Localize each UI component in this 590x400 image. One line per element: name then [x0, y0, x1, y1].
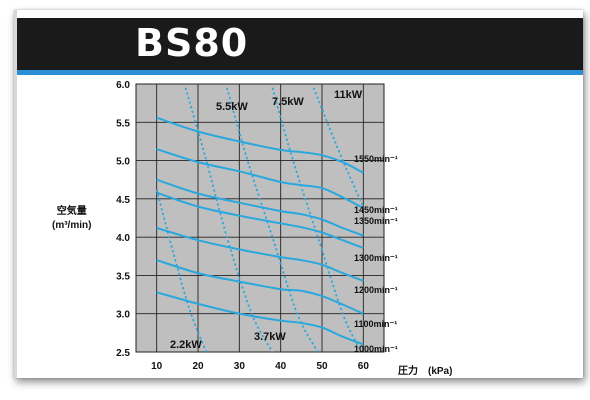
power-line — [184, 87, 274, 353]
y-tick-label: 4.0 — [116, 233, 130, 244]
x-tick-label: 10 — [151, 361, 163, 372]
x-tick-label: 20 — [192, 361, 204, 372]
y-tick-label: 3.0 — [116, 310, 130, 321]
speed-curve — [156, 148, 364, 209]
speed-label: 1550min⁻¹ — [354, 154, 398, 164]
power-label: 2.2kW — [170, 339, 202, 351]
power-label: 3.7kW — [254, 331, 286, 343]
x-tick-label: 60 — [358, 361, 370, 372]
speed-label: 1350min⁻¹ — [354, 216, 398, 226]
x-axis-label: 圧力 (kPa) — [398, 366, 453, 377]
power-line — [271, 87, 361, 349]
power-line — [312, 87, 365, 207]
power-label: 7.5kW — [272, 96, 304, 108]
speed-curve — [156, 227, 364, 282]
speed-curve — [156, 291, 364, 346]
title-banner: BS80 — [17, 18, 583, 75]
y-tick-label: 6.0 — [116, 80, 130, 91]
y-tick-label: 4.5 — [116, 195, 130, 206]
x-tick-label: 30 — [234, 361, 246, 372]
power-line — [226, 87, 319, 353]
speed-label: 1100min⁻¹ — [354, 319, 397, 329]
y-tick-label: 5.0 — [116, 157, 130, 168]
y-axis-label-line2: (m³/min) — [52, 220, 92, 231]
y-axis-label-line1: 空気量 — [56, 206, 87, 217]
chart-title: BS80 — [135, 21, 249, 65]
power-line — [155, 189, 208, 353]
speed-curve — [156, 191, 364, 249]
speed-label: 1000min⁻¹ — [354, 344, 398, 354]
y-tick-label: 2.5 — [116, 348, 130, 359]
x-tick-label: 40 — [275, 361, 287, 372]
y-tick-label: 5.5 — [116, 118, 130, 129]
speed-label: 1450min⁻¹ — [354, 205, 398, 215]
y-tick-label: 3.5 — [116, 271, 130, 282]
speed-label: 1200min⁻¹ — [354, 285, 398, 295]
speed-curve — [156, 178, 364, 237]
power-label: 5.5kW — [216, 101, 248, 113]
speed-label: 1300min⁻¹ — [354, 253, 398, 263]
power-label: 11kW — [334, 89, 363, 101]
speed-curve — [156, 116, 364, 174]
x-tick-label: 50 — [316, 361, 328, 372]
speed-curve — [156, 259, 364, 315]
y-axis-label: 空気量 (m³/min) — [52, 205, 91, 233]
